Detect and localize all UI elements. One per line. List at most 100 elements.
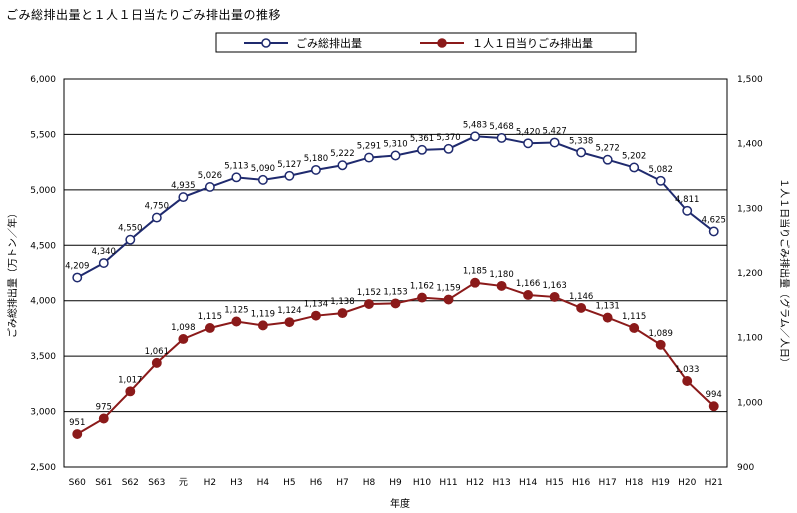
data-point	[576, 147, 587, 158]
data-label: 5,180	[304, 154, 328, 164]
x-tick-label: H9	[389, 478, 402, 488]
x-tick-label: H8	[363, 478, 376, 488]
data-point	[257, 320, 268, 331]
data-point	[708, 226, 719, 237]
data-point	[178, 192, 189, 203]
x-tick-label: H13	[492, 478, 510, 488]
data-label: 5,468	[489, 122, 513, 132]
data-point	[284, 170, 295, 181]
left-tick-label: 4,000	[30, 297, 56, 307]
right-axis-title: １人１日当りごみ排出量（グラム／人日）	[778, 178, 791, 368]
data-label: 5,310	[383, 139, 407, 149]
data-label: 1,125	[224, 306, 248, 316]
x-axis-ticks: S60 S61 S62 S63 元 H2 H3 H4 H5 H6 H7 H8 H9 H10 H11 H12 H1…	[69, 478, 723, 488]
data-label: 1,166	[516, 279, 540, 289]
data-point	[417, 292, 427, 303]
data-label: 1,017	[118, 375, 142, 385]
left-tick-label: 3,000	[30, 408, 56, 418]
data-label: 1,180	[489, 270, 513, 280]
data-point	[390, 298, 401, 309]
data-label: 1,134	[304, 300, 328, 310]
data-label: 5,483	[463, 120, 487, 130]
x-tick-label: 元	[179, 478, 188, 488]
x-tick-label: H17	[599, 478, 617, 488]
data-label: 1,115	[198, 312, 222, 322]
data-label: 5,222	[330, 149, 354, 159]
legend-label-total: ごみ総排出量	[296, 36, 362, 50]
data-label: 5,338	[569, 136, 593, 146]
data-point	[151, 212, 162, 223]
x-axis-title: 年度	[390, 497, 410, 510]
data-label: 5,090	[251, 164, 275, 174]
data-point	[470, 277, 481, 288]
data-label: 1,131	[595, 302, 619, 312]
data-point	[178, 334, 189, 344]
right-tick-label: 1,000	[737, 398, 763, 408]
data-point	[496, 280, 507, 291]
x-tick-label: H16	[572, 478, 590, 488]
data-point	[204, 182, 215, 192]
x-tick-label: S61	[95, 478, 112, 488]
data-label: 4,811	[675, 195, 699, 205]
data-label: 4,209	[65, 262, 89, 272]
data-point	[390, 150, 401, 161]
data-point	[364, 299, 374, 309]
data-label: 5,420	[516, 127, 540, 137]
data-label: 5,361	[410, 134, 434, 144]
data-label: 5,202	[622, 151, 646, 161]
x-tick-label: H7	[336, 478, 349, 488]
data-point	[549, 137, 560, 148]
data-point	[337, 160, 348, 171]
data-point	[602, 154, 613, 165]
data-point	[364, 152, 374, 163]
data-label: 1,146	[569, 292, 593, 302]
x-tick-label: S62	[122, 478, 139, 488]
data-point	[72, 272, 83, 283]
data-point	[523, 138, 534, 149]
data-label: 4,550	[118, 224, 142, 234]
data-point	[470, 131, 481, 142]
data-label: 5,370	[436, 133, 460, 143]
data-label: 5,026	[198, 171, 222, 181]
data-label: 5,272	[595, 144, 619, 154]
left-tick-label: 2,500	[30, 463, 56, 473]
data-point	[98, 413, 109, 424]
data-point	[231, 316, 242, 327]
data-label: 1,098	[171, 323, 195, 333]
data-point	[284, 317, 295, 328]
data-label: 951	[69, 418, 85, 428]
right-tick-label: 1,400	[737, 140, 763, 150]
x-tick-label: H18	[625, 478, 643, 488]
data-point	[417, 144, 427, 155]
data-label: 1,061	[145, 347, 169, 357]
data-label: 1,152	[357, 288, 381, 298]
data-point	[682, 376, 693, 386]
data-point	[257, 174, 268, 185]
data-point	[310, 164, 321, 175]
data-label: 1,089	[649, 329, 673, 339]
left-tick-label: 5,000	[30, 186, 56, 196]
left-tick-label: 3,500	[30, 352, 56, 362]
right-tick-label: 1,200	[737, 269, 763, 279]
right-tick-label: 1,300	[737, 204, 763, 214]
data-label: 5,127	[277, 160, 301, 170]
left-tick-label: 4,500	[30, 241, 56, 251]
x-tick-label: H4	[257, 478, 270, 488]
x-tick-label: H19	[652, 478, 670, 488]
data-label: 1,185	[463, 267, 487, 277]
x-tick-label: H14	[519, 478, 537, 488]
left-tick-label: 5,500	[30, 130, 56, 140]
right-tick-label: 900	[737, 463, 754, 473]
data-point	[98, 258, 109, 268]
data-point	[576, 302, 587, 313]
data-point	[549, 291, 560, 302]
left-axis-ticks: 2,500 3,000 3,500 4,000 4,500 5,000 5,500 6,000	[30, 75, 56, 473]
legend-label-per-capita: １人１日当りごみ排出量	[472, 36, 593, 50]
plot-area-frame	[63, 78, 728, 468]
data-label: 1,124	[277, 306, 301, 316]
legend-marker-per-capita	[437, 38, 447, 48]
x-tick-label: S60	[69, 478, 86, 488]
right-tick-label: 1,500	[737, 75, 763, 85]
grid-lines	[64, 133, 727, 413]
